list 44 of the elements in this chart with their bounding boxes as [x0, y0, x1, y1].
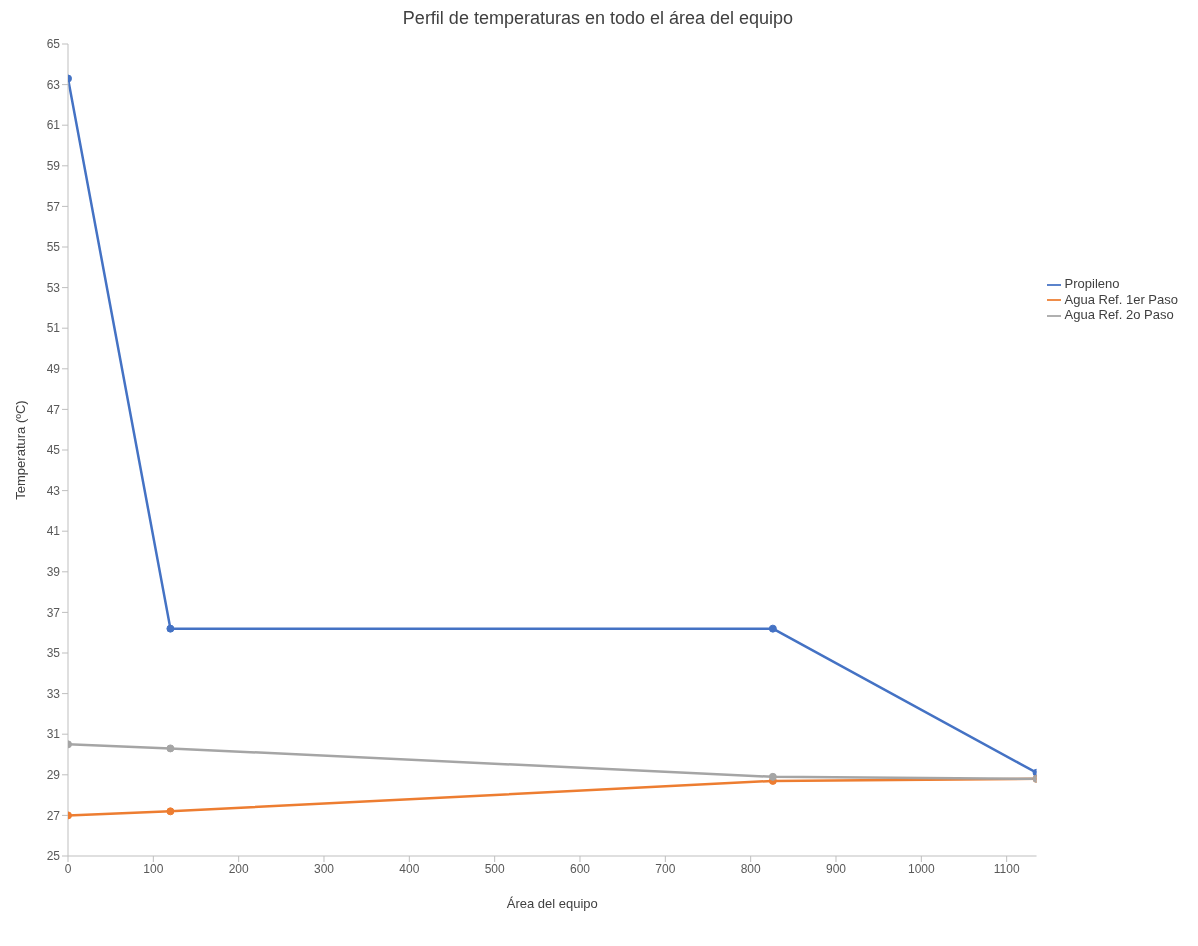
x-tick-label: 800: [740, 861, 761, 876]
y-tick-label: 45: [46, 443, 61, 458]
y-axis-title: Temperatura (ºC): [12, 400, 28, 500]
y-tick-label: 35: [46, 646, 61, 661]
y-tick-label: 59: [46, 159, 61, 174]
point: [166, 744, 175, 753]
legend-label: Agua Ref. 2o Paso: [1064, 307, 1174, 323]
x-tick-label: 600: [569, 861, 591, 876]
y-tick-label: 53: [46, 280, 61, 295]
y-tick-label: 61: [46, 118, 61, 133]
x-tick-label: 200: [228, 861, 249, 876]
y-tick-label: 41: [46, 524, 61, 539]
y-tick-label: 29: [46, 768, 61, 783]
x-tick-label: 900: [825, 861, 847, 876]
x-tick-label: 700: [655, 861, 676, 876]
point: [768, 772, 777, 781]
y-tick-label: 57: [46, 199, 61, 214]
x-tick-label: 0: [64, 861, 72, 876]
x-tick-label: 500: [484, 861, 505, 876]
y-tick-label: 63: [46, 77, 61, 92]
y-tick-label: 25: [46, 849, 61, 864]
y-tick-label: 27: [46, 808, 61, 823]
x-tick-label: 1100: [993, 861, 1020, 876]
legend-label: Agua Ref. 1er Paso: [1064, 291, 1178, 307]
x-tick-label: 300: [313, 861, 335, 876]
y-tick-label: 37: [46, 605, 61, 620]
point: [166, 624, 175, 633]
chart-title: Perfil de temperaturas en todo el área del equipo: [401, 8, 795, 30]
y-tick-label: 31: [46, 727, 61, 742]
y-tick-label: 55: [46, 240, 61, 255]
x-axis-title: Área del equipo: [506, 896, 598, 911]
legend-label: Propileno: [1064, 276, 1120, 291]
x-tick-label: 1000: [907, 861, 935, 876]
y-tick-label: 51: [46, 321, 61, 336]
x-tick-label: 400: [399, 861, 420, 876]
y-tick-label: 43: [46, 483, 61, 498]
y-tick-label: 47: [46, 402, 61, 417]
point: [768, 624, 777, 633]
y-tick-label: 49: [46, 362, 61, 377]
y-tick-label: 65: [46, 37, 61, 52]
y-tick-label: 39: [46, 565, 61, 580]
y-tick-label: 33: [46, 686, 61, 701]
x-tick-label: 100: [143, 861, 164, 876]
point: [166, 807, 175, 816]
